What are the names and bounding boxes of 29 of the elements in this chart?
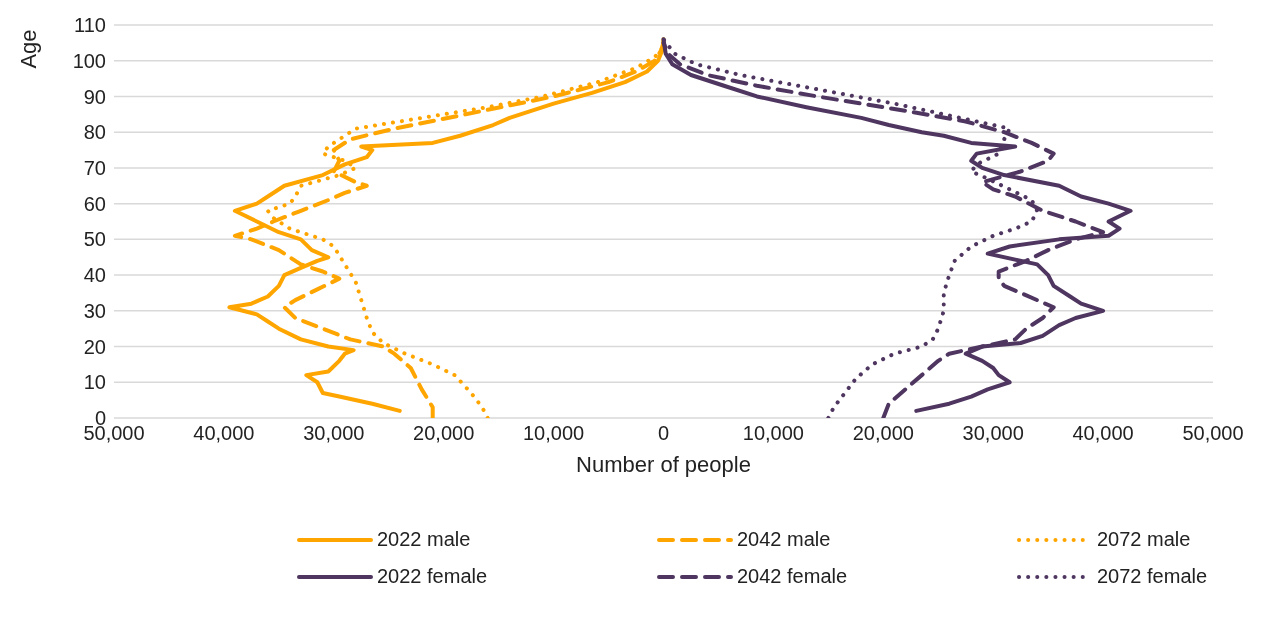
legend-label: 2072 male: [1097, 528, 1191, 551]
legend-label: 2042 female: [737, 565, 848, 588]
legend-label: 2072 female: [1097, 565, 1208, 588]
y-axis-title: Age: [15, 29, 41, 69]
x-tick-label: 20,000: [852, 422, 914, 445]
x-tick-label: 0: [657, 422, 670, 445]
x-tick-label: 10,000: [523, 422, 585, 445]
x-tick-label: 10,000: [742, 422, 804, 445]
x-tick-label: 30,000: [962, 422, 1024, 445]
legend-label: 2022 female: [377, 565, 488, 588]
x-axis-title: Number of people: [576, 452, 751, 477]
legend-label: 2022 male: [377, 528, 471, 551]
y-tick-label: 50: [83, 228, 106, 251]
y-tick-label: 110: [74, 14, 106, 37]
y-tick-label: 20: [83, 335, 106, 358]
y-tick-label: 60: [83, 192, 106, 215]
x-tick-label: 50,000: [1182, 422, 1244, 445]
legend-label: 2042 male: [737, 528, 831, 551]
y-tick-label: 80: [83, 121, 106, 144]
y-tick-label: 10: [83, 371, 106, 394]
x-tick-label: 40,000: [1072, 422, 1134, 445]
y-tick-label: 30: [83, 299, 106, 322]
x-tick-label: 40,000: [193, 422, 255, 445]
y-tick-label: 90: [83, 85, 106, 108]
x-tick-label: 20,000: [413, 422, 475, 445]
y-tick-label: 40: [83, 264, 106, 287]
y-tick-label: 70: [83, 157, 106, 180]
x-tick-label: 30,000: [303, 422, 365, 445]
y-tick-label: 100: [72, 49, 106, 72]
